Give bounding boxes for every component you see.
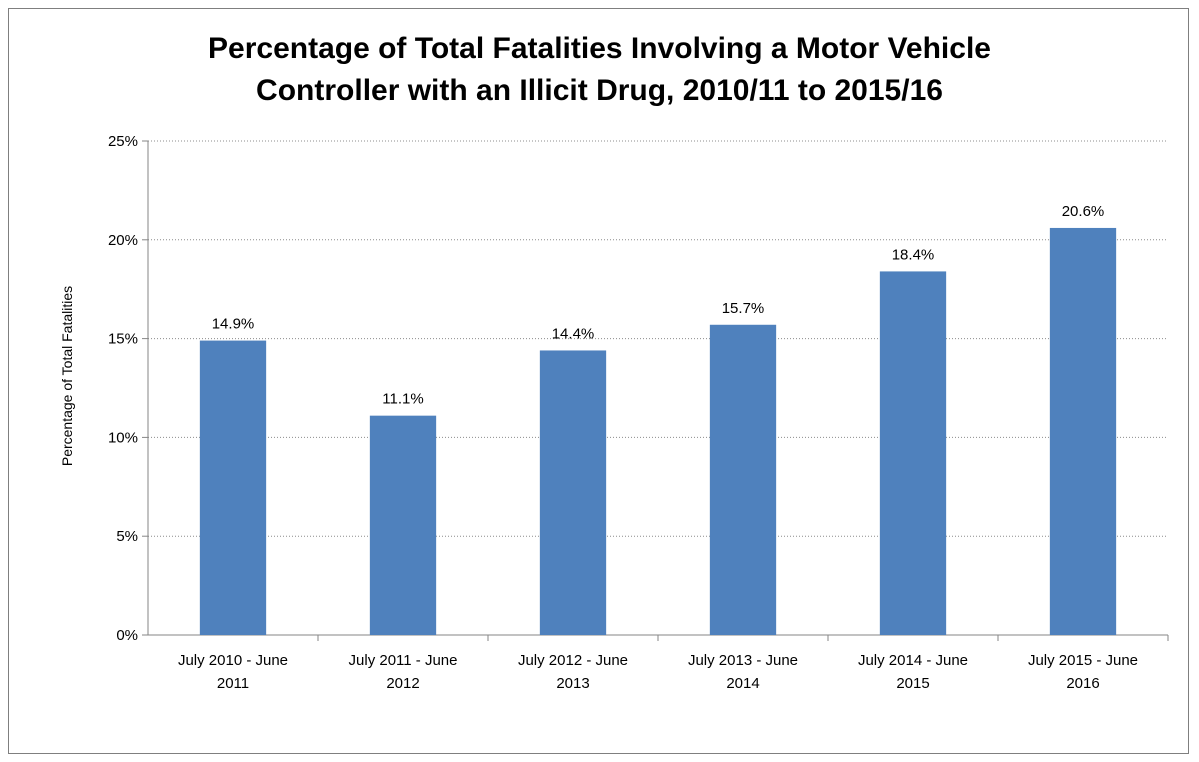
chart-title: Percentage of Total Fatalities Involving… — [0, 28, 1199, 112]
chart-title-line-1: Percentage of Total Fatalities Involving… — [208, 32, 991, 65]
labels: 14.9% July 2010 - June 2011 11.1% July 2011 … — [178, 203, 1138, 692]
y-tick-label: 0% — [116, 627, 138, 644]
y-tick-label: 15% — [108, 331, 138, 348]
data-label: 20.6% — [1062, 203, 1105, 220]
x-tick-label: 2014 — [726, 675, 759, 692]
data-label: 14.4% — [552, 325, 595, 342]
y-tick-label: 10% — [108, 429, 138, 446]
x-tick-label: 2011 — [217, 675, 249, 692]
x-tick-label: 2015 — [896, 675, 929, 692]
bar — [709, 324, 777, 635]
x-tick-label: July 2012 - June — [518, 652, 628, 669]
x-tick-label: July 2011 - June — [349, 652, 458, 669]
gridlines — [148, 140, 1168, 537]
x-tick-label: 2012 — [386, 675, 419, 692]
chart-title-line-2: Controller with an Illicit Drug, 2010/11… — [256, 74, 943, 107]
data-label: 14.9% — [212, 316, 255, 333]
y-tick-label: 5% — [116, 528, 138, 545]
x-tick-label: July 2015 - June — [1028, 652, 1138, 669]
x-tick-label: July 2013 - June — [688, 652, 798, 669]
bar — [879, 271, 947, 635]
y-axis-title: Percentage of Total Fatalities — [59, 286, 75, 466]
x-tick-label: 2016 — [1066, 675, 1099, 692]
bars — [199, 227, 1117, 635]
bar — [199, 340, 267, 635]
y-tick-label: 20% — [108, 232, 138, 249]
x-tick-label: July 2014 - June — [858, 652, 968, 669]
data-label: 18.4% — [892, 246, 935, 263]
bar — [1049, 227, 1117, 635]
bar — [539, 350, 607, 635]
x-tick-label: 2013 — [556, 675, 589, 692]
data-label: 15.7% — [722, 300, 765, 317]
y-tick-label: 25% — [108, 133, 138, 150]
data-label: 11.1% — [382, 391, 423, 408]
x-tick-label: July 2010 - June — [178, 652, 288, 669]
bar — [369, 415, 437, 635]
axes: 0% 5% 10% 15% 20% 25% — [108, 133, 1169, 644]
